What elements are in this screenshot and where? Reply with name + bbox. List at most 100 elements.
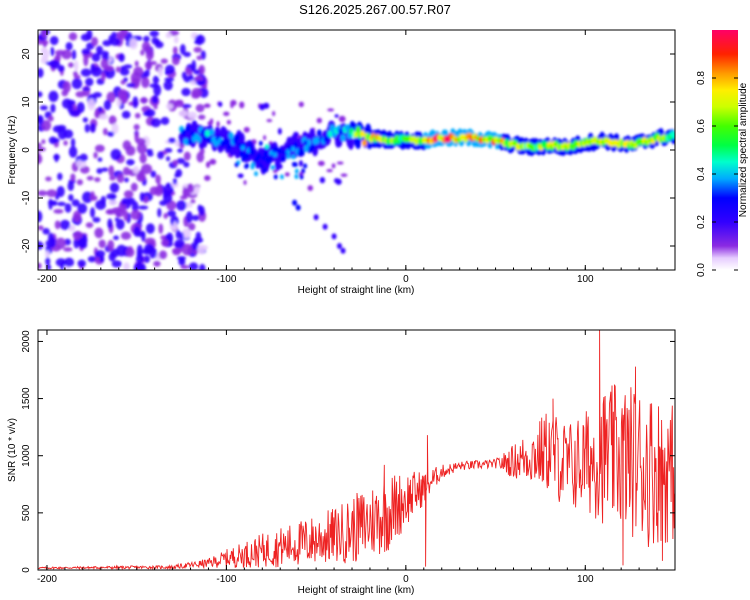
ridge-blob <box>299 174 304 180</box>
noise-blob <box>85 222 94 229</box>
noise-blob <box>171 56 180 66</box>
ridge-blob <box>254 171 259 177</box>
x-tick-label: -100 <box>216 274 236 285</box>
noise-blob <box>42 227 50 235</box>
noise-blob <box>45 250 50 258</box>
noise-blob <box>316 117 323 124</box>
noise-blob <box>68 194 74 202</box>
noise-blob <box>55 49 66 56</box>
noise-blob <box>97 157 103 162</box>
ridge-core <box>196 135 202 143</box>
ridge-core <box>303 144 309 152</box>
noise-blob <box>319 176 326 184</box>
ridge-core <box>209 128 215 136</box>
noise-blob <box>80 68 92 77</box>
noise-blob <box>144 243 155 253</box>
noise-blob <box>167 210 177 217</box>
noise-blob <box>226 120 232 125</box>
noise-blob <box>99 113 109 120</box>
noise-blob <box>76 179 83 186</box>
y-tick-label: 0 <box>21 567 32 573</box>
noise-blob <box>92 216 101 223</box>
noise-blob <box>149 83 159 88</box>
noise-blob <box>90 207 96 218</box>
ridge-blob <box>258 140 263 146</box>
ridge-core <box>278 147 284 155</box>
ridge-blob <box>299 151 304 157</box>
noise-blob <box>141 77 150 89</box>
noise-blob <box>183 161 190 168</box>
noise-blob <box>103 99 112 111</box>
ridge-blob <box>291 146 296 152</box>
ridge-core <box>256 152 262 160</box>
noise-blob <box>181 87 191 97</box>
noise-blob <box>57 65 65 72</box>
noise-blob <box>187 111 198 120</box>
noise-blob <box>160 116 170 125</box>
ridge-core <box>273 146 279 154</box>
ridge-core <box>280 155 286 163</box>
noise-blob <box>195 231 202 241</box>
ridge-core <box>327 130 333 138</box>
noise-blob <box>98 239 106 249</box>
tail-blob <box>292 199 298 206</box>
noise-blob <box>87 98 96 111</box>
noise-blob <box>117 89 128 101</box>
noise-blob <box>178 109 188 117</box>
noise-blob <box>180 264 190 270</box>
colorbar-tick-label: 0.4 <box>696 167 707 181</box>
noise-blob <box>98 106 103 113</box>
noise-blob <box>263 135 267 141</box>
noise-blob <box>91 52 101 62</box>
noise-blob <box>86 175 94 181</box>
noise-blob <box>57 201 66 207</box>
noise-blob <box>67 181 75 192</box>
ridge-blob <box>269 150 274 156</box>
noise-blob <box>172 248 181 256</box>
noise-blob <box>165 103 174 110</box>
noise-blob <box>335 178 342 185</box>
noise-blob <box>74 60 79 72</box>
noise-blob <box>191 87 203 98</box>
noise-blob <box>85 77 94 87</box>
noise-blob <box>157 181 162 194</box>
noise-blob <box>139 153 147 164</box>
ridge-blob <box>240 145 245 151</box>
noise-blob <box>126 83 136 88</box>
ridge-blob <box>241 156 246 162</box>
noise-blob <box>41 139 46 145</box>
noise-blob <box>54 153 59 163</box>
noise-blob <box>83 54 89 67</box>
noise-blob <box>136 142 148 154</box>
noise-blob <box>163 192 173 204</box>
noise-blob <box>177 148 183 153</box>
noise-blob <box>216 121 220 127</box>
x-tick-label: 0 <box>403 574 409 585</box>
tail-blob <box>295 204 301 211</box>
noise-blob <box>113 235 120 241</box>
noise-blob <box>39 105 48 111</box>
noise-blob <box>95 45 103 54</box>
noise-blob <box>209 158 217 165</box>
noise-blob <box>57 124 67 132</box>
noise-blob <box>110 148 122 161</box>
noise-blob <box>132 96 139 109</box>
noise-blob <box>158 250 168 260</box>
noise-blob <box>243 180 247 185</box>
colorbar-gradient <box>712 30 738 270</box>
ridge-blob <box>247 140 252 146</box>
noise-blob <box>70 173 76 182</box>
noise-blob <box>167 137 176 144</box>
noise-blob <box>121 200 128 205</box>
ridge-core <box>362 139 368 147</box>
noise-blob <box>152 75 160 85</box>
noise-blob <box>162 184 174 195</box>
noise-blob <box>108 199 118 206</box>
ridge-core <box>344 124 350 132</box>
noise-blob <box>185 69 193 76</box>
ridge-core <box>267 156 273 164</box>
noise-blob <box>94 177 101 183</box>
noise-blob <box>38 210 43 223</box>
noise-blob <box>71 199 80 207</box>
